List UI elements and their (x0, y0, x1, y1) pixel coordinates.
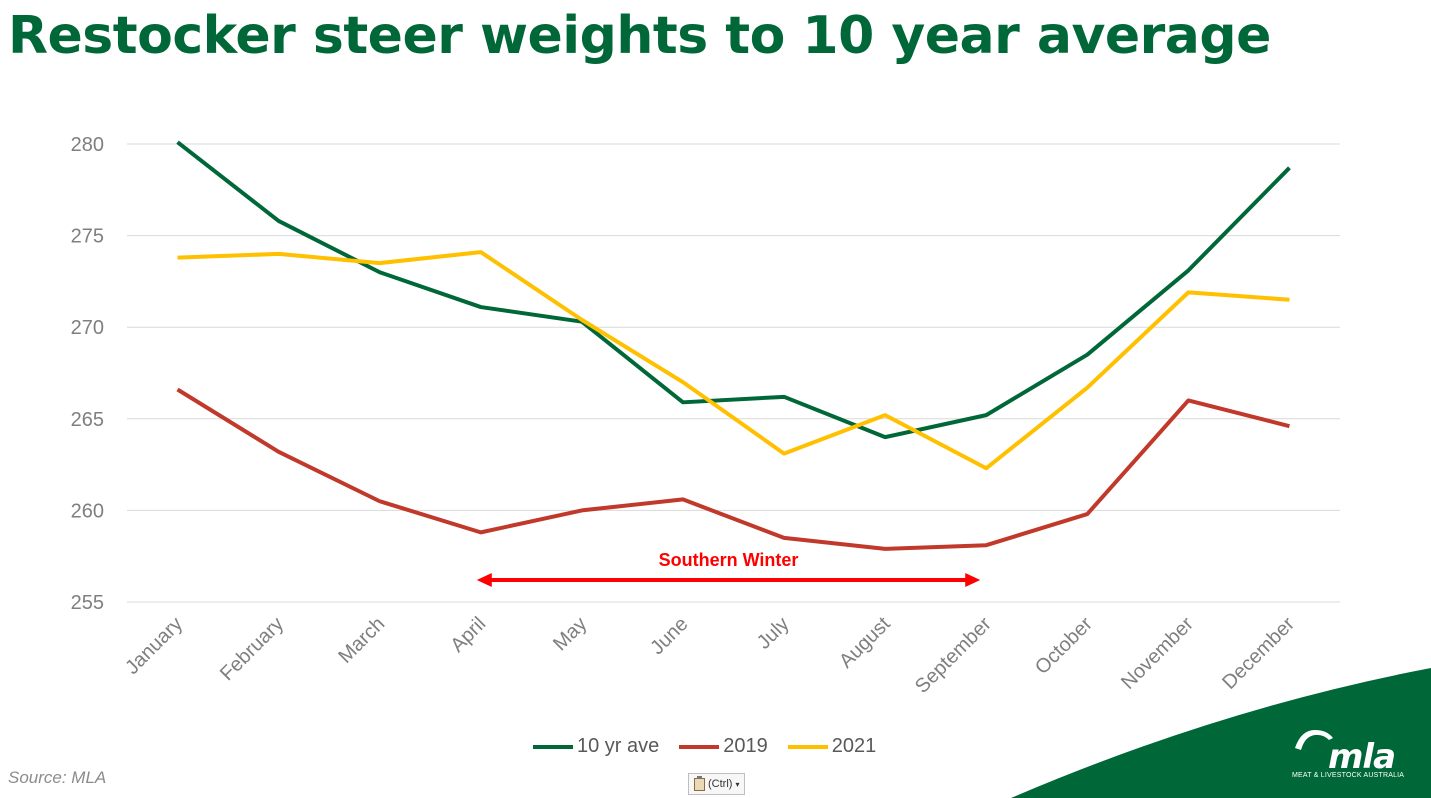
legend-swatch-2021 (787, 744, 828, 749)
x-tick-label-april: April (446, 613, 490, 657)
chevron-down-icon: ▾ (735, 779, 740, 789)
x-tick-label-march: March (334, 613, 389, 668)
winter-annotation-label: Southern Winter (659, 550, 799, 570)
x-tick-label-february: February (216, 613, 288, 685)
y-axis-ticks: 255 260 265 270 275 280 (71, 134, 104, 614)
mla-logo-subtitle: MEAT & LIVESTOCK AUSTRALIA (1292, 772, 1405, 779)
legend-swatch-2019 (679, 744, 720, 749)
chart-legend: 10 yr ave 2019 2021 (533, 735, 876, 758)
winter-arrow-right-head (965, 573, 981, 587)
x-tick-label-may: May (549, 613, 591, 655)
mla-logo-swoosh (1011, 668, 1431, 798)
y-tick-label-265: 265 (71, 409, 104, 431)
series-line-10-yr-ave (176, 140, 1291, 440)
legend-label-2021: 2021 (831, 735, 877, 757)
x-tick-label-june: June (646, 613, 692, 659)
legend-label-2019: 2019 (723, 735, 768, 757)
legend-item-2021: 2021 (787, 735, 877, 758)
series-line-2019 (176, 387, 1290, 551)
legend-item-10yr: 10 yr ave (533, 735, 659, 758)
mla-logo-text: mla (1328, 737, 1396, 777)
y-tick-label-280: 280 (71, 134, 104, 156)
y-tick-label-255: 255 (71, 592, 104, 614)
legend-swatch-10yr (533, 744, 573, 749)
cattle-icon (1295, 730, 1333, 750)
y-tick-label-275: 275 (71, 226, 104, 248)
source-note: Source: MLA (8, 768, 107, 787)
x-tick-label-july: July (753, 613, 794, 654)
page-title: Restocker steer weights to 10 year avera… (8, 6, 1271, 66)
y-tick-label-270: 270 (71, 317, 104, 339)
paste-options-button[interactable]: (Ctrl) ▾ (688, 773, 746, 795)
southern-winter-annotation: Southern Winter (476, 550, 981, 587)
clipboard-icon (694, 775, 705, 791)
x-tick-label-january: January (121, 613, 187, 679)
legend-item-2019: 2019 (679, 735, 768, 758)
series-lines (176, 140, 1291, 551)
winter-arrow-left-head (476, 573, 492, 587)
paste-options-label: (Ctrl) (708, 778, 733, 790)
y-tick-label-260: 260 (71, 500, 104, 522)
x-tick-label-september: September (911, 613, 996, 698)
series-line-2021 (177, 250, 1290, 471)
grid-lines (127, 143, 1340, 603)
legend-label-10yr: 10 yr ave (577, 735, 660, 757)
x-tick-label-august: August (835, 613, 895, 673)
